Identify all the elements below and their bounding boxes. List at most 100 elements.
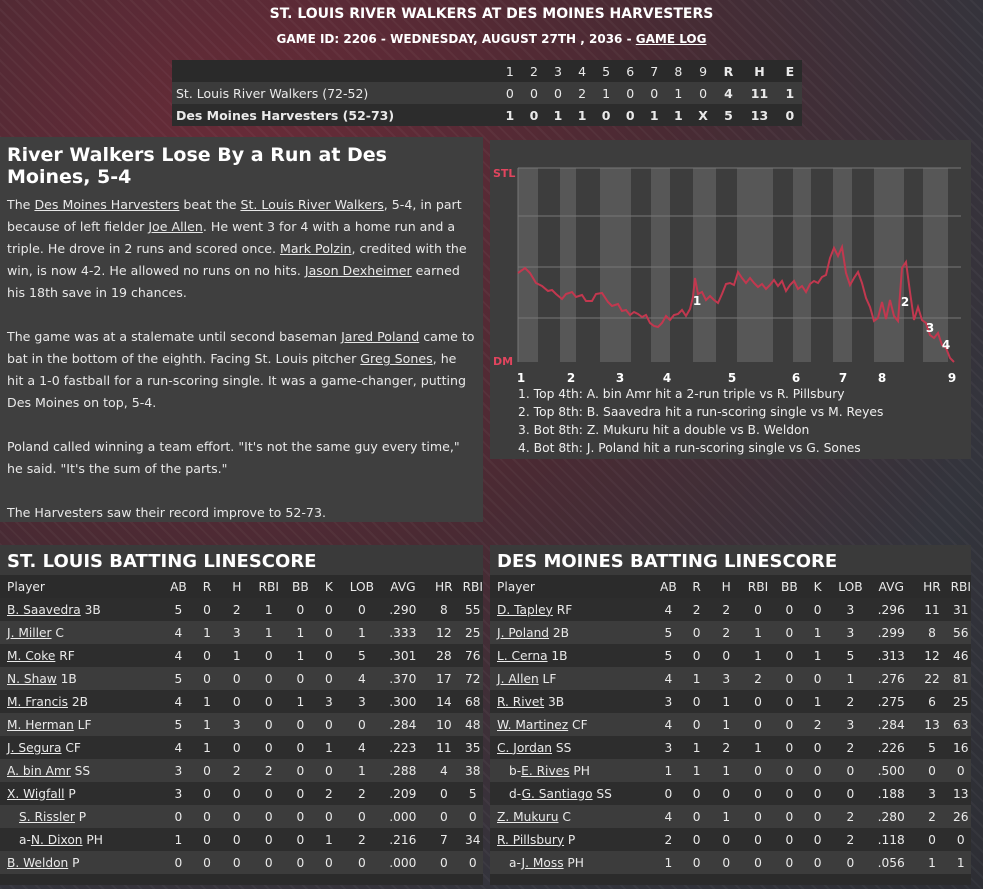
stat-cell: 5 [831, 644, 870, 667]
player-link[interactable]: B. Saavedra [7, 602, 81, 617]
batter-row: B. Weldon P 0 0 0 0 0 0 0.000 0 0 [0, 851, 483, 874]
stat-cell: 17 [425, 667, 463, 690]
player-link[interactable]: N. Shaw [7, 671, 57, 686]
story-link[interactable]: Jason Dexheimer [304, 263, 412, 278]
player-link[interactable]: J. Miller [7, 625, 52, 640]
column-header: AVG [869, 575, 914, 598]
batter-cell: R. Rivet 3B [490, 690, 656, 713]
sub-prefix: a- [19, 832, 31, 847]
stat-cell: 4 [165, 621, 192, 644]
game-linescore: 1 2 3 4 5 6 7 8 9 R H E St. Louis River Walkers (72-… [172, 60, 802, 126]
stat-cell: 3 [222, 621, 252, 644]
batter-row: B. Saavedra 3B 5 0 2 1 0 0 0.290 8 55 [0, 598, 483, 621]
inning-runs: 0 [521, 104, 546, 126]
inning-band [518, 168, 538, 362]
story-link[interactable]: Jared Poland [341, 329, 420, 344]
stat-cell: 0 [251, 851, 287, 874]
stat-cell: .275 [869, 690, 914, 713]
batter-cell: R. Pillsbury P [490, 828, 656, 851]
player-link[interactable]: Z. Mukuru [497, 809, 559, 824]
player-position: LF [538, 671, 557, 686]
player-link[interactable]: W. Martinez [497, 717, 569, 732]
inning-runs: 0 [618, 104, 643, 126]
team-name: Des Moines Harvesters (52-73) [172, 104, 498, 126]
player-link[interactable]: B. Weldon [7, 855, 69, 870]
batter-cell: N. Shaw 1B [0, 667, 166, 690]
story-link[interactable]: Greg Sones [360, 351, 433, 366]
story-link[interactable]: Joe Allen [148, 219, 203, 234]
player-link[interactable]: J. Moss [521, 855, 564, 870]
stat-cell: 56 [950, 621, 971, 644]
stat-cell: 1 [222, 644, 252, 667]
inning-runs: 1 [497, 104, 522, 126]
stat-cell: 2 [343, 828, 381, 851]
stat-cell: 25 [462, 621, 483, 644]
player-link[interactable]: A. bin Amr [7, 763, 71, 778]
stat-cell: 2 [831, 736, 870, 759]
column-header: H [711, 575, 741, 598]
stat-cell: 31 [950, 598, 971, 621]
stat-cell: 0 [425, 851, 463, 874]
inning-runs: 0 [521, 82, 546, 104]
column-header: Player [0, 575, 166, 598]
player-link[interactable]: R. Pillsbury [497, 832, 565, 847]
inning-runs: 1 [594, 82, 619, 104]
story-text: , he hit a 1-0 fastball for a run-scorin… [7, 351, 467, 410]
story-link[interactable]: Des Moines Harvesters [34, 197, 180, 212]
stat-cell: 0 [286, 851, 315, 874]
player-link[interactable]: S. Rissler [19, 809, 75, 824]
batter-cell: M. Herman LF [0, 713, 166, 736]
stat-cell: 1 [681, 667, 712, 690]
player-link[interactable]: C. Jordan [497, 740, 553, 755]
stat-cell: 3 [831, 621, 870, 644]
player-link[interactable]: L. Cerna [497, 648, 548, 663]
player-link[interactable]: D. Tapley [497, 602, 553, 617]
stat-cell: 0 [286, 828, 315, 851]
column-header: RBI [740, 575, 776, 598]
batter-cell: B. Saavedra 3B [0, 598, 166, 621]
player-position: 2B [68, 694, 89, 709]
player-position: P [564, 832, 576, 847]
player-link[interactable]: M. Coke [7, 648, 56, 663]
stat-cell: 0 [681, 851, 712, 874]
story-text: , 5-4, in part because of left fielder [7, 197, 462, 234]
stat-cell: 0 [314, 805, 344, 828]
stat-cell: 5 [655, 644, 682, 667]
player-link[interactable]: N. Dixon [30, 832, 83, 847]
player-link[interactable]: M. Herman [7, 717, 74, 732]
player-link[interactable]: J. Poland [497, 625, 550, 640]
inning-band [737, 168, 773, 362]
stat-cell: 48 [462, 713, 483, 736]
stat-cell: 1 [191, 736, 223, 759]
stat-cell: 1 [740, 736, 776, 759]
inning-header: 8 [666, 60, 691, 82]
story-link[interactable]: St. Louis River Walkers [240, 197, 384, 212]
inning-band [874, 168, 904, 362]
stat-cell: .333 [380, 621, 426, 644]
player-link[interactable]: G. Santiago [521, 786, 593, 801]
story-text: beat the [179, 197, 241, 212]
player-link[interactable]: E. Rives [521, 763, 570, 778]
stat-cell: 0 [740, 759, 776, 782]
story-link[interactable]: Mark Polzin [280, 241, 352, 256]
stat-cell: 3 [913, 782, 951, 805]
game-log-link[interactable]: GAME LOG [635, 32, 707, 46]
dm-batting-title: DES MOINES BATTING LINESCORE [490, 545, 971, 575]
player-link[interactable]: X. Wigfall [7, 786, 65, 801]
player-link[interactable]: R. Rivet [497, 694, 545, 709]
player-link[interactable]: J. Segura [7, 740, 62, 755]
player-link[interactable]: M. Francis [7, 694, 69, 709]
inning-label: 7 [839, 371, 847, 385]
player-link[interactable]: J. Allen [497, 671, 539, 686]
inning-runs: 1 [570, 104, 595, 126]
team-total: 13 [741, 104, 778, 126]
stat-cell: 0 [681, 782, 712, 805]
total-header: H [741, 60, 778, 82]
stat-cell: 0 [803, 782, 832, 805]
batter-cell: B. Weldon P [0, 851, 166, 874]
inning-runs: 0 [545, 82, 571, 104]
stat-cell: 5 [343, 644, 381, 667]
stat-cell: 0 [803, 598, 832, 621]
stat-cell: 2 [222, 759, 252, 782]
